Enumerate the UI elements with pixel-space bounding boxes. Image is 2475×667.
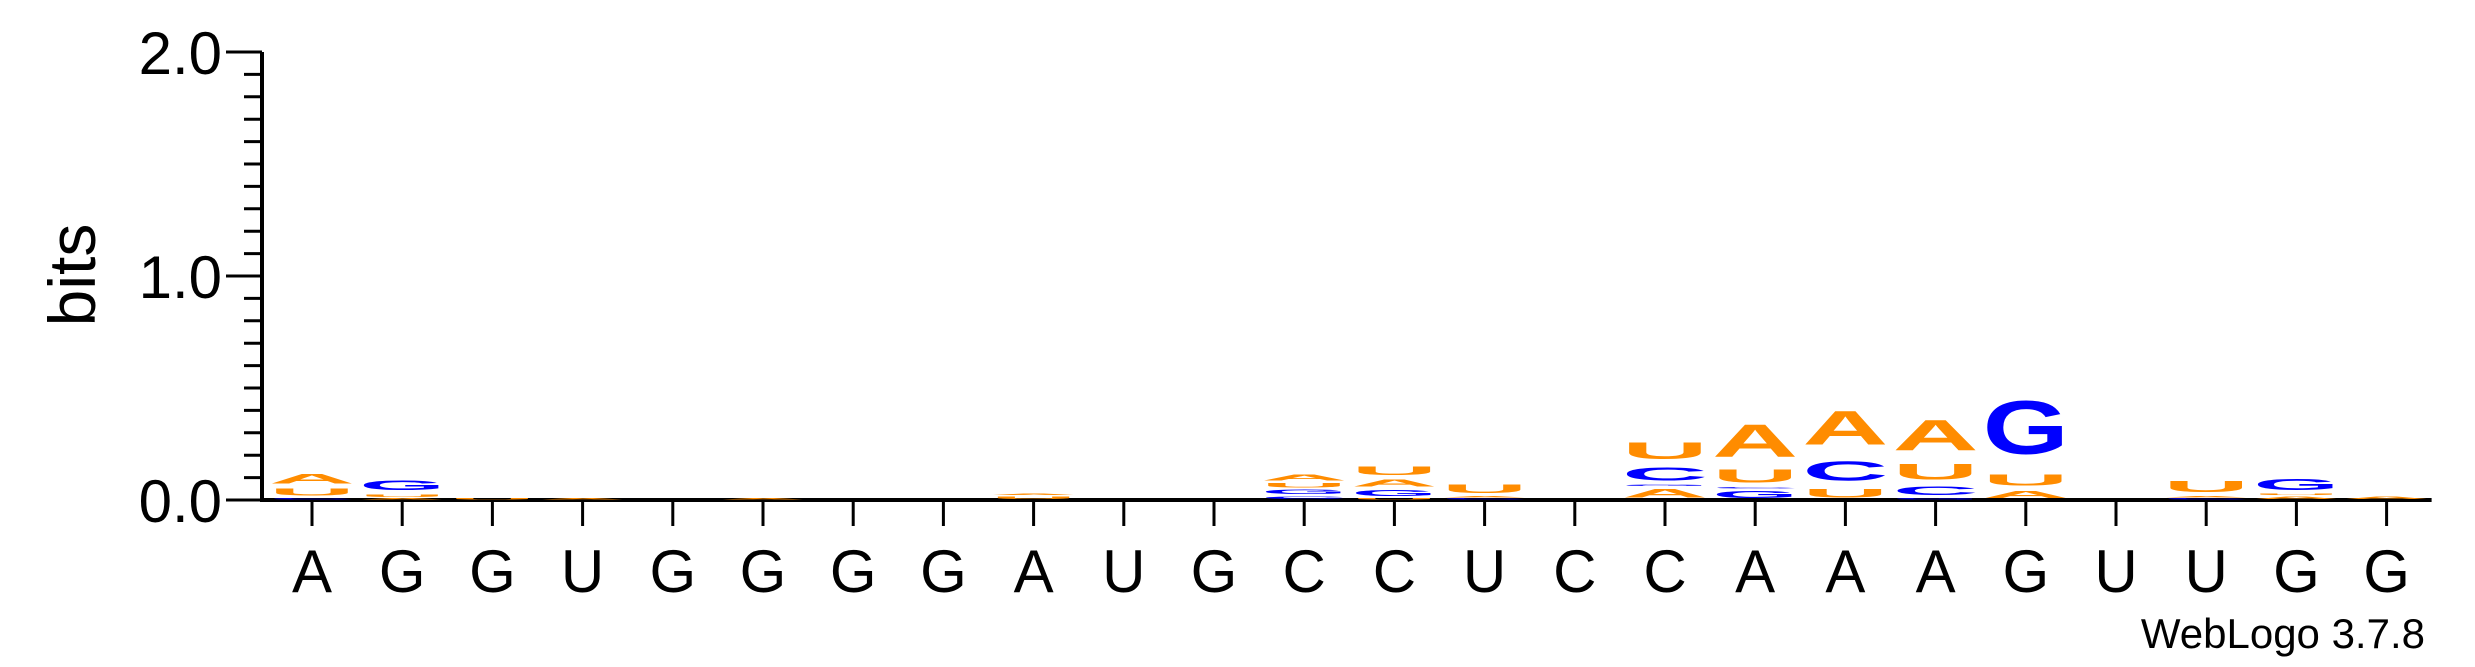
stack-letter-a: A xyxy=(359,498,445,500)
stack-letter-c: C xyxy=(1802,455,1888,486)
x-tick-label: A xyxy=(1014,538,1054,605)
stack-letter-a: A xyxy=(1351,478,1437,489)
x-tick-label: G xyxy=(379,538,426,605)
stack-letter-a: A xyxy=(2253,496,2339,500)
x-tick-label: U xyxy=(1463,538,1506,605)
stack-letter-c: C xyxy=(1442,498,1528,500)
stack-letter-u: U xyxy=(1983,471,2069,489)
stack-letter-c: C xyxy=(269,498,355,500)
stack-letter-u: U xyxy=(1351,498,1437,500)
x-tick-label: C xyxy=(1643,538,1686,605)
stack-letter-c: C xyxy=(1622,464,1708,484)
stack-letter-a: A xyxy=(1893,411,1979,460)
x-tick-label: U xyxy=(1102,538,1145,605)
stack-letter-u: U xyxy=(1802,486,1888,499)
stack-letter-u: U xyxy=(2163,478,2249,496)
stack-letter-a: A xyxy=(720,498,806,500)
stack-letter-g: G xyxy=(2253,475,2339,493)
x-tick-label: A xyxy=(1825,538,1865,605)
x-tick-label: G xyxy=(649,538,696,605)
x-tick-label: G xyxy=(2002,538,2049,605)
stack-letter-a: A xyxy=(1622,486,1708,499)
x-tick-label: G xyxy=(1191,538,1238,605)
y-tick-label: 2.0 xyxy=(139,20,222,87)
stack-letter-a: A xyxy=(1442,496,1528,498)
stack-letter-c: C xyxy=(1712,487,1798,489)
x-tick-label: A xyxy=(292,538,332,605)
stack-letter-u: U xyxy=(2253,493,2339,495)
stack-letter-g: G xyxy=(1622,484,1708,486)
stack-letter-u: U xyxy=(991,496,1077,500)
x-tick-label: C xyxy=(1373,538,1416,605)
stack-letter-u: U xyxy=(1712,467,1798,487)
x-tick-label: U xyxy=(561,538,604,605)
weblogo-credit: WebLogo 3.7.8 xyxy=(2141,610,2425,657)
y-tick-label: 0.0 xyxy=(139,468,222,535)
x-tick-label: U xyxy=(2185,538,2228,605)
x-tick-label: G xyxy=(830,538,877,605)
x-tick-label: G xyxy=(469,538,516,605)
stack-letter-g: G xyxy=(1261,489,1347,496)
x-tick-label: A xyxy=(1916,538,1956,605)
x-tick-label: C xyxy=(1283,538,1326,605)
stack-letter-a: A xyxy=(1712,415,1798,466)
stack-letter-u: U xyxy=(1893,460,1979,485)
x-tick-label: G xyxy=(920,538,967,605)
stack-letter-u: U xyxy=(1261,482,1347,489)
x-tick-label: U xyxy=(2094,538,2137,605)
stack-letter-a: A xyxy=(540,498,626,500)
stack-letter-a: A xyxy=(269,471,355,487)
stack-letter-u: U xyxy=(359,493,445,497)
stack-letter-g: G xyxy=(1983,386,2069,471)
stack-letter-g: G xyxy=(1712,489,1798,500)
stack-letter-g: G xyxy=(359,478,445,494)
stack-letter-a: A xyxy=(2163,496,2249,498)
stack-letter-a: A xyxy=(1802,402,1888,455)
y-tick-label: 1.0 xyxy=(139,244,222,311)
x-tick-label: G xyxy=(2273,538,2320,605)
stack-letter-u: U xyxy=(1442,482,1528,495)
x-tick-label: G xyxy=(740,538,787,605)
stack-letter-u: U xyxy=(1351,464,1437,477)
stack-letter-a: A xyxy=(1983,489,2069,500)
stack-letter-g: G xyxy=(1351,489,1437,498)
stack-letter-u: U xyxy=(1622,437,1708,464)
x-tick-label: G xyxy=(2363,538,2410,605)
y-axis: 0.0 1.0 2.0 xyxy=(139,20,264,535)
stack-letter-g: G xyxy=(1893,498,1979,500)
stack-letter-a: A xyxy=(1261,473,1347,482)
stack-letter-c: C xyxy=(1261,496,1347,500)
stack-letter-c: C xyxy=(1893,484,1979,497)
stack-letter-u: U xyxy=(449,498,535,500)
x-tick-label: C xyxy=(1553,538,1596,605)
stack-letter-c: C xyxy=(2163,498,2249,500)
stack-letter-a: A xyxy=(2344,496,2430,500)
y-axis-label: bits xyxy=(35,224,109,327)
stack-letter-a: A xyxy=(991,493,1077,495)
x-tick-label: A xyxy=(1735,538,1775,605)
stack-letter-u: U xyxy=(269,487,355,498)
